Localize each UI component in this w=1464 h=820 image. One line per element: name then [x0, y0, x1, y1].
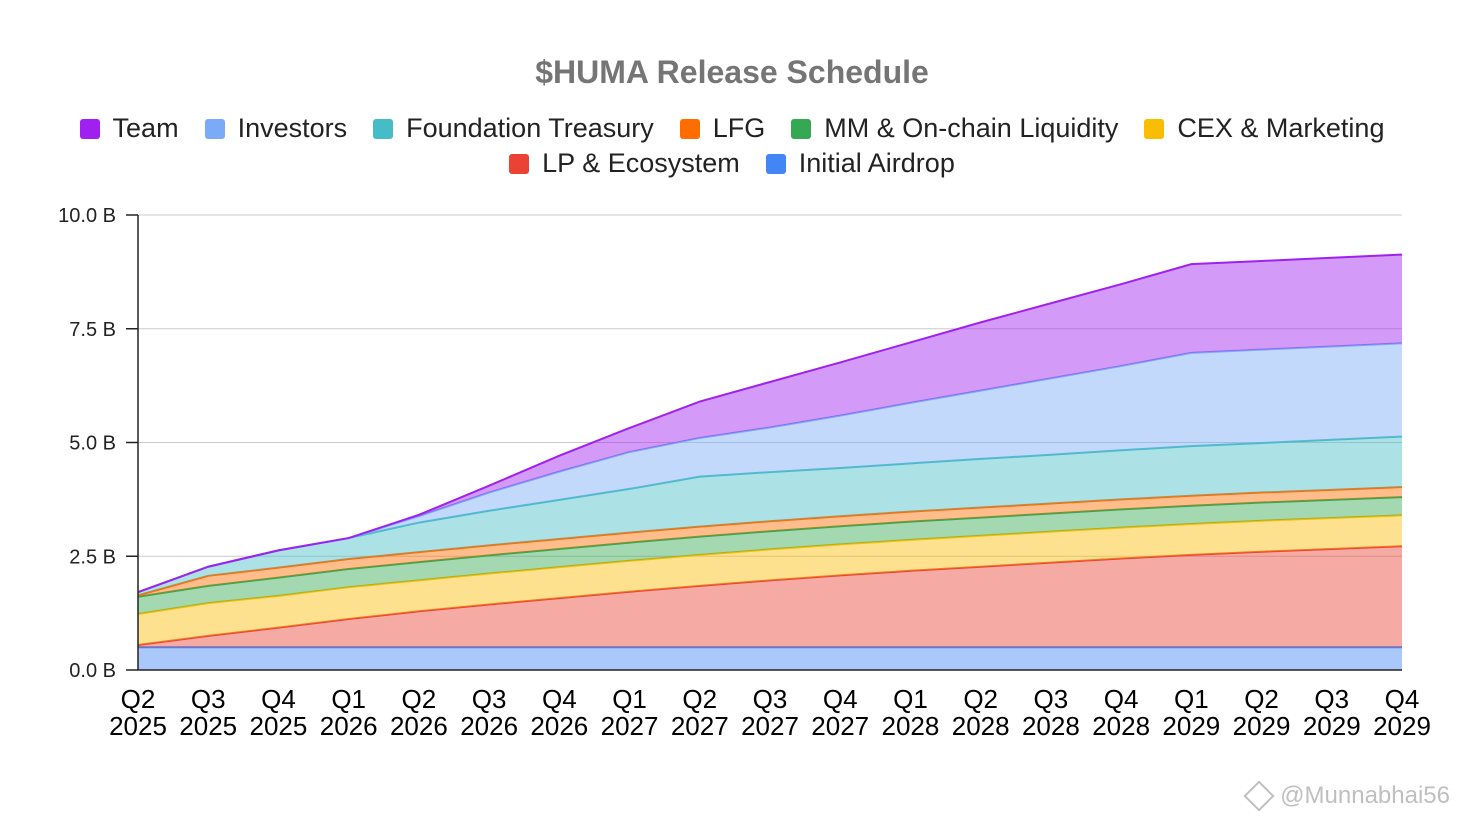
x-tick-label-year: 2029: [1373, 711, 1431, 741]
legend-item-foundation-treasury: Foundation Treasury: [373, 113, 654, 144]
legend-swatch: [679, 118, 700, 139]
x-tick-label-quarter: Q4: [823, 684, 858, 714]
x-tick-label-quarter: Q3: [753, 684, 788, 714]
y-tick-label: 5.0 B: [69, 433, 116, 455]
x-tick-label-year: 2028: [1092, 711, 1150, 741]
legend-item-lp-ecosystem: LP & Ecosystem: [509, 148, 740, 179]
area-team: [138, 254, 1402, 593]
line-cex-marketing: [137, 514, 1403, 616]
x-tick-label-quarter: Q2: [121, 684, 156, 714]
watermark: @Munnabhai56: [1243, 780, 1450, 812]
x-tick-label-year: 2028: [952, 711, 1010, 741]
x-tick-label-quarter: Q2: [682, 684, 717, 714]
x-tick-label-quarter: Q4: [1104, 684, 1139, 714]
x-tick-label-quarter: Q3: [472, 684, 507, 714]
chart-title: $HUMA Release Schedule: [535, 54, 929, 90]
x-tick-label-quarter: Q2: [1244, 684, 1279, 714]
grid-layer: [138, 214, 1402, 557]
legend-item-initial-airdrop: Initial Airdrop: [765, 148, 955, 179]
x-tick-label-quarter: Q1: [612, 684, 647, 714]
legend-item-cex-marketing: CEX & Marketing: [1144, 113, 1384, 144]
area-mm-on-chain-liquidity: [138, 497, 1402, 615]
legend-label: MM & On-chain Liquidity: [824, 113, 1119, 143]
x-tick-label-quarter: Q2: [963, 684, 998, 714]
x-tick-label-year: 2025: [109, 711, 167, 741]
legend-swatch: [765, 153, 786, 174]
area-layer: [137, 253, 1403, 670]
x-tick-label-quarter: Q1: [893, 684, 928, 714]
x-tick-label-year: 2026: [460, 711, 518, 741]
x-tick-label-year: 2028: [1022, 711, 1080, 741]
y-tick-label: 2.5 B: [69, 546, 116, 568]
legend-item-mm-on-chain-liquidity: MM & On-chain Liquidity: [791, 113, 1118, 144]
legend-swatch: [373, 118, 394, 139]
x-tick-label-quarter: Q3: [1034, 684, 1069, 714]
area-initial-airdrop: [138, 647, 1402, 670]
legend-swatch: [1144, 118, 1165, 139]
line-lfg: [137, 486, 1403, 597]
x-tick-label-year: 2029: [1303, 711, 1361, 741]
x-tick-label-quarter: Q1: [1174, 684, 1209, 714]
x-tick-label-year: 2028: [882, 711, 940, 741]
line-team: [137, 253, 1403, 594]
legend-row-1: Team Investors Foundation Treasury LFG MM & …: [0, 113, 1464, 144]
line-mm-on-chain-liquidity: [137, 496, 1403, 598]
x-tick-label-year: 2027: [741, 711, 799, 741]
legend-item-lfg: LFG: [679, 113, 766, 144]
legend-item-team: Team: [79, 113, 179, 144]
x-tick-label-year: 2025: [179, 711, 237, 741]
legend-label: LFG: [712, 113, 766, 143]
x-tick-label-year: 2025: [250, 711, 308, 741]
legend-label: Investors: [237, 113, 348, 143]
watermark-text: @Munnabhai56: [1280, 782, 1450, 809]
x-tick-label-year: 2026: [320, 711, 378, 741]
x-tick-label-year: 2027: [811, 711, 869, 741]
axis-layer: [126, 214, 1402, 671]
x-tick-label-year: 2026: [530, 711, 588, 741]
legend-swatch: [79, 118, 100, 139]
y-tick-label: 0.0 B: [69, 660, 116, 682]
legend-label: Team: [112, 113, 179, 143]
x-tick-label-quarter: Q1: [331, 684, 366, 714]
area-foundation-treasury: [138, 436, 1402, 596]
legend-swatch: [791, 118, 812, 139]
area-cex-marketing: [138, 515, 1402, 645]
legend-label: Foundation Treasury: [406, 113, 654, 143]
x-tick-label-year: 2027: [671, 711, 729, 741]
line-lp-ecosystem: [137, 545, 1403, 646]
x-tick-label-year: 2029: [1233, 711, 1291, 741]
legend-swatch: [204, 118, 225, 139]
x-tick-label-quarter: Q4: [1385, 684, 1420, 714]
x-tick-label-quarter: Q2: [402, 684, 437, 714]
x-tick-label-quarter: Q4: [542, 684, 577, 714]
legend-row-2: LP & Ecosystem Initial Airdrop: [0, 148, 1464, 179]
y-tick-label: 10.0 B: [58, 205, 116, 227]
legend-swatch: [509, 153, 530, 174]
x-tick-label-year: 2027: [601, 711, 659, 741]
x-tick-label-quarter: Q3: [1314, 684, 1349, 714]
binance-diamond-icon: [1243, 780, 1275, 812]
x-tick-label-year: 2029: [1162, 711, 1220, 741]
legend-label: CEX & Marketing: [1177, 113, 1385, 143]
x-tick-label-quarter: Q3: [191, 684, 226, 714]
legend-item-investors: Investors: [204, 113, 348, 144]
legend-label: LP & Ecosystem: [542, 148, 740, 178]
y-tick-label: 7.5 B: [69, 319, 116, 341]
x-tick-label-year: 2026: [390, 711, 448, 741]
area-lfg: [138, 487, 1402, 597]
x-tick-label-quarter: Q4: [261, 684, 296, 714]
legend-label: Initial Airdrop: [798, 148, 955, 178]
area-lp-ecosystem: [138, 546, 1402, 648]
area-investors: [138, 343, 1402, 593]
label-layer: 0.0 B2.5 B5.0 B7.5 B10.0 BQ22025Q32025Q4…: [58, 205, 1431, 741]
